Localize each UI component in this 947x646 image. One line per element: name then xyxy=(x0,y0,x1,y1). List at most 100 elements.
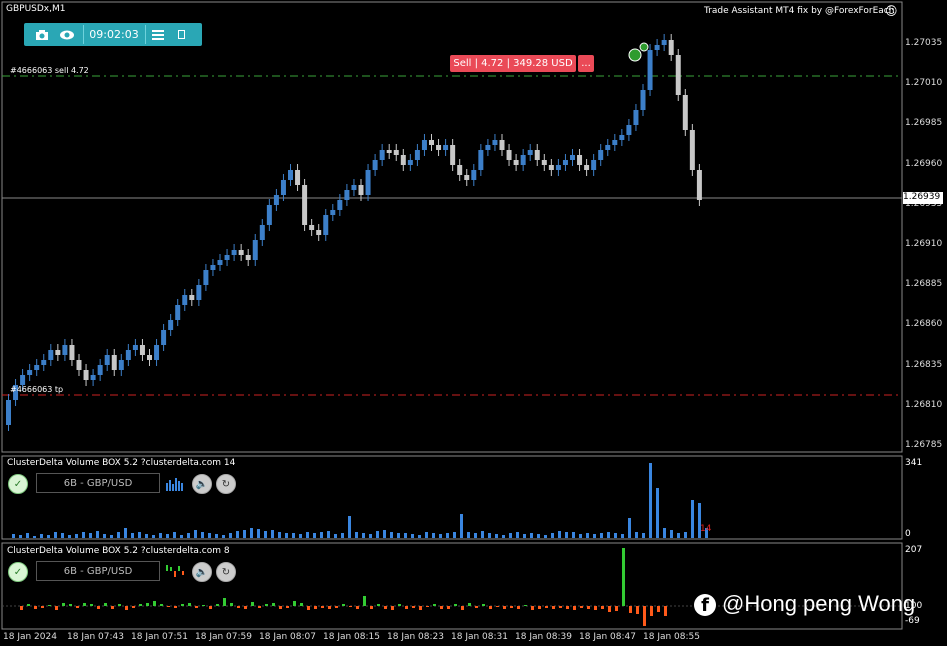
delta-bar xyxy=(195,606,198,608)
panel2-check-button[interactable]: ✓ xyxy=(8,562,28,582)
volume-bar xyxy=(397,533,400,538)
assistant-title: Trade Assistant MT4 fix by @ForexForEach xyxy=(704,6,895,16)
candle xyxy=(316,230,322,235)
candle xyxy=(210,265,216,270)
trade-assistant-toolbar: 09:02:03 xyxy=(24,23,202,46)
current-price-badge: 1.26939 xyxy=(903,192,943,204)
panel2-mute-icon[interactable]: 🔈 xyxy=(192,562,212,582)
delta-bar xyxy=(391,606,394,610)
volume-bar xyxy=(425,532,428,538)
candle xyxy=(464,175,470,180)
volume-bar xyxy=(404,533,407,538)
delta-bar xyxy=(643,606,646,626)
candle xyxy=(55,350,61,355)
candle xyxy=(266,205,272,225)
delta-bar xyxy=(489,606,492,609)
candle xyxy=(118,360,124,370)
volume-bar xyxy=(285,533,288,538)
camera-icon[interactable] xyxy=(30,23,54,46)
time-axis-label: 18 Jan 08:31 xyxy=(451,632,508,642)
eye-icon[interactable] xyxy=(55,23,79,46)
candle xyxy=(189,295,195,300)
candle xyxy=(41,360,47,365)
delta-bar xyxy=(363,596,366,606)
volume-bar xyxy=(89,533,92,538)
candle xyxy=(245,255,251,260)
sell-position-close[interactable]: ... xyxy=(578,55,594,72)
candle xyxy=(90,375,96,380)
delta-bar xyxy=(20,606,23,610)
volume-bar xyxy=(82,532,85,538)
volume-bar xyxy=(586,533,589,538)
candle xyxy=(231,250,237,255)
delta-bar xyxy=(314,606,317,609)
volume-bar xyxy=(537,534,540,538)
candle xyxy=(633,110,639,125)
delta-bar xyxy=(41,606,44,608)
delta-bar xyxy=(342,604,345,606)
candle xyxy=(548,165,554,170)
panel1-check-button[interactable]: ✓ xyxy=(8,474,28,494)
volume-bar xyxy=(54,532,57,538)
panel1-pair-selector[interactable]: 6B - GBP/USD xyxy=(36,473,160,493)
volume-bar xyxy=(243,530,246,538)
delta-bar xyxy=(426,606,429,607)
candle xyxy=(104,355,110,365)
time-axis-label: 18 Jan 07:59 xyxy=(195,632,252,642)
volume-bar xyxy=(460,514,463,538)
candle xyxy=(97,365,103,375)
panel1-last-value: 14 xyxy=(700,524,712,534)
delta-bar xyxy=(384,606,387,609)
candle xyxy=(499,140,505,150)
volume-bars xyxy=(12,463,708,538)
sell-position-label[interactable]: Sell | 4.72 | 349.28 USD xyxy=(450,55,576,72)
delta-bar xyxy=(258,606,261,608)
volume-bar xyxy=(411,534,414,538)
candle xyxy=(259,225,265,240)
candle xyxy=(696,170,702,200)
delta-bar xyxy=(657,606,660,612)
panel2-delta-mode-icon[interactable] xyxy=(165,563,185,579)
time-axis-label: 18 Jan 08:07 xyxy=(259,632,316,642)
volume-bar xyxy=(516,532,519,538)
panel2-refresh-icon[interactable]: ↻ xyxy=(216,562,236,582)
candle xyxy=(400,155,406,165)
delta-bar xyxy=(440,606,443,609)
candle xyxy=(62,345,68,355)
delta-bar xyxy=(34,606,37,609)
panel1-volume-mode-icon[interactable] xyxy=(165,475,185,491)
volume-bar xyxy=(222,535,225,538)
candle xyxy=(429,140,434,145)
candle xyxy=(132,345,138,350)
delta-bar xyxy=(454,604,457,606)
volume-bar xyxy=(544,535,547,538)
candle xyxy=(13,385,19,400)
delta-bar xyxy=(146,603,149,606)
volume-bar xyxy=(341,533,344,538)
candle xyxy=(147,355,152,360)
candle xyxy=(344,190,350,200)
candle xyxy=(619,135,625,140)
panel2-pair-selector[interactable]: 6B - GBP/USD xyxy=(36,561,160,581)
candle xyxy=(217,260,223,265)
candle xyxy=(668,40,674,55)
candle xyxy=(48,350,54,360)
candle xyxy=(69,345,75,360)
volume-bar xyxy=(103,534,106,538)
delta-bar xyxy=(251,602,254,606)
delta-bar xyxy=(461,606,464,610)
candles xyxy=(6,34,702,431)
delta-bar xyxy=(475,606,478,608)
delta-bar xyxy=(405,606,408,609)
panel1-refresh-icon[interactable]: ↻ xyxy=(216,474,236,494)
candle xyxy=(280,180,286,195)
delta-bar xyxy=(279,606,282,609)
candle xyxy=(6,400,11,425)
delta-bar xyxy=(538,606,541,609)
panel1-mute-icon[interactable]: 🔈 xyxy=(192,474,212,494)
collapse-icon[interactable] xyxy=(170,23,194,46)
menu-icon[interactable] xyxy=(146,23,170,46)
volume-bar xyxy=(523,534,526,538)
candle xyxy=(337,200,343,210)
delta-bar xyxy=(468,603,471,606)
